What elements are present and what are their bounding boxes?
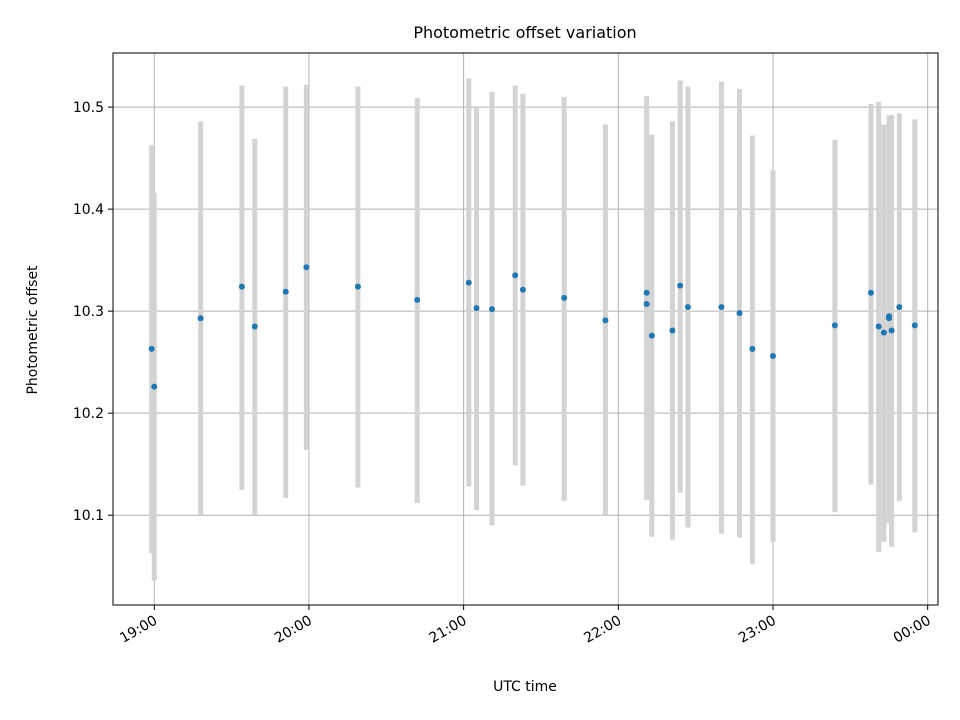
x-axis-label: UTC time xyxy=(493,679,557,695)
data-point xyxy=(488,306,495,313)
x-tick-label: 19:00 xyxy=(117,613,160,647)
data-point xyxy=(896,304,903,311)
data-point xyxy=(414,296,421,303)
data-point xyxy=(886,315,893,322)
data-point xyxy=(519,286,526,293)
data-point xyxy=(770,353,776,360)
y-axis-label: Photometric offset xyxy=(25,265,41,395)
data-point xyxy=(880,329,887,336)
x-axis-ticks: 19:00 20:00 21:00 22:00 23:00 00:00 xyxy=(117,605,934,647)
data-point xyxy=(911,322,918,329)
grid-lines xyxy=(113,53,938,605)
x-tick-label: 23:00 xyxy=(736,613,779,647)
data-point xyxy=(677,282,684,289)
data-point xyxy=(867,289,874,296)
y-tick-label: 10.4 xyxy=(73,202,104,218)
data-point xyxy=(736,310,743,317)
data-point xyxy=(643,301,650,308)
data-point xyxy=(151,383,158,390)
data-point xyxy=(684,304,691,311)
chart-title: Photometric offset variation xyxy=(413,23,636,42)
data-point xyxy=(888,327,895,334)
data-point xyxy=(875,323,882,330)
data-point xyxy=(148,345,155,352)
data-point xyxy=(251,323,258,330)
data-point xyxy=(648,332,655,339)
y-tick-label: 10.2 xyxy=(73,406,104,422)
data-point xyxy=(197,315,204,322)
data-point xyxy=(669,327,676,334)
data-point xyxy=(512,272,519,279)
y-tick-label: 10.3 xyxy=(73,304,104,320)
data-point xyxy=(643,289,650,296)
y-tick-label: 10.5 xyxy=(73,100,104,116)
data-point xyxy=(465,279,472,286)
data-point xyxy=(718,304,725,311)
data-point xyxy=(602,317,609,324)
data-point xyxy=(749,345,756,352)
y-tick-label: 10.1 xyxy=(73,508,104,524)
x-tick-label: 21:00 xyxy=(427,613,470,647)
data-points xyxy=(148,264,918,390)
y-axis-ticks: 10.1 10.2 10.3 10.4 10.5 xyxy=(73,100,113,524)
data-point xyxy=(238,283,245,290)
error-bars xyxy=(149,78,918,581)
data-point xyxy=(561,294,568,301)
data-point xyxy=(354,283,361,290)
plot-frame xyxy=(112,52,939,606)
data-point xyxy=(831,322,838,329)
data-point xyxy=(282,288,289,295)
x-tick-label: 20:00 xyxy=(272,613,315,647)
x-tick-label: 00:00 xyxy=(891,613,934,647)
data-point xyxy=(303,264,310,271)
x-tick-label: 22:00 xyxy=(581,613,624,647)
data-point xyxy=(473,305,480,312)
